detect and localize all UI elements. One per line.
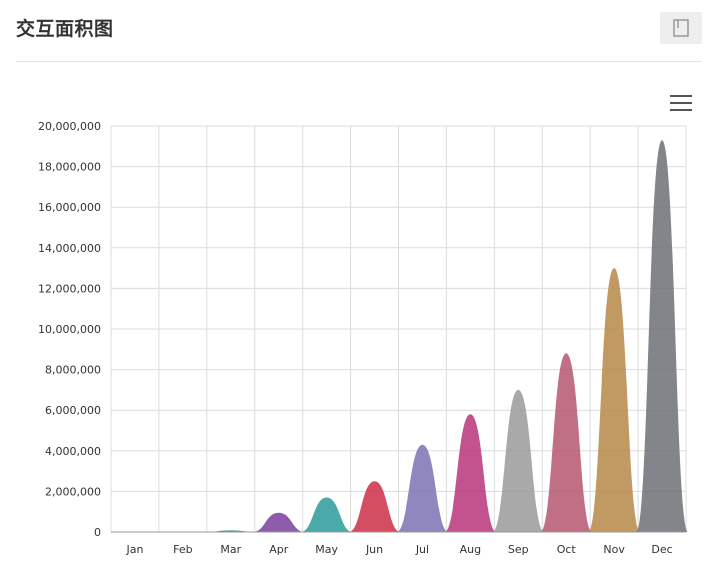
y-tick-label: 2,000,000 xyxy=(45,485,101,498)
x-tick-label: Oct xyxy=(557,543,577,556)
area-sep[interactable] xyxy=(492,389,545,532)
area-nov[interactable] xyxy=(588,268,641,532)
chart-grid xyxy=(110,125,687,533)
x-tick-label: May xyxy=(315,543,338,556)
y-axis: 0 2,000,000 4,000,000 6,000,000 8,000,000 10,… xyxy=(38,120,101,539)
y-tick-label: 8,000,000 xyxy=(45,364,101,377)
x-tick-label: Mar xyxy=(220,543,241,556)
x-tick-label: Dec xyxy=(651,543,672,556)
hamburger-menu-icon xyxy=(670,95,692,97)
y-tick-label: 14,000,000 xyxy=(38,242,101,255)
document-save-icon xyxy=(673,19,689,37)
x-tick-label: Nov xyxy=(603,543,625,556)
area-apr[interactable] xyxy=(252,512,305,532)
page-title: 交互面积图 xyxy=(16,18,114,40)
area-dec[interactable] xyxy=(636,140,688,532)
x-tick-label: Jun xyxy=(365,543,383,556)
chart-menu-button[interactable] xyxy=(670,95,692,113)
header-divider xyxy=(16,61,702,62)
y-tick-label: 12,000,000 xyxy=(38,282,101,295)
x-tick-label: Jan xyxy=(125,543,143,556)
x-tick-label: Jul xyxy=(415,543,429,556)
area-oct[interactable] xyxy=(540,353,593,532)
x-tick-label: Feb xyxy=(173,543,192,556)
x-tick-label: Aug xyxy=(460,543,481,556)
x-tick-label: Apr xyxy=(269,543,289,556)
save-button[interactable] xyxy=(660,12,702,44)
y-tick-label: 10,000,000 xyxy=(38,323,101,336)
y-tick-label: 20,000,000 xyxy=(38,120,101,133)
y-tick-label: 16,000,000 xyxy=(38,201,101,214)
x-tick-label: Sep xyxy=(508,543,529,556)
y-tick-label: 18,000,000 xyxy=(38,161,101,174)
chart-areas xyxy=(204,140,688,532)
area-jul[interactable] xyxy=(396,444,449,532)
area-may[interactable] xyxy=(300,497,353,532)
x-axis: Jan Feb Mar Apr May Jun Jul Aug Sep Oct Nov Dec xyxy=(111,531,686,556)
y-tick-label: 0 xyxy=(94,526,101,539)
area-jun[interactable] xyxy=(348,481,401,532)
y-tick-label: 4,000,000 xyxy=(45,445,101,458)
y-tick-label: 6,000,000 xyxy=(45,404,101,417)
area-aug[interactable] xyxy=(444,414,497,532)
